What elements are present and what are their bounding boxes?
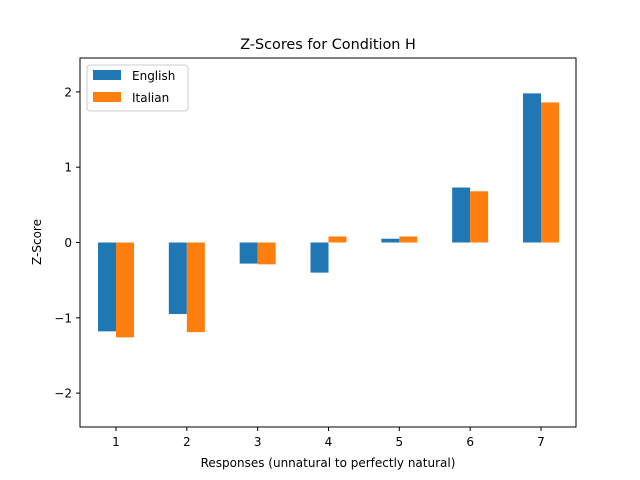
axes-layer: −2 −1 0 1 2 1 2 3 4 5 6 7 <box>54 57 577 449</box>
legend-label-italian: Italian <box>132 91 169 105</box>
bar-english-3 <box>239 242 258 264</box>
x-tick-label: 7 <box>537 435 545 449</box>
bar-italian-1 <box>116 242 134 338</box>
bar-english-2 <box>168 242 187 315</box>
legend-swatch-italian <box>93 92 121 102</box>
x-tick-label: 2 <box>183 435 191 449</box>
x-tick-label: 4 <box>325 435 333 449</box>
x-tick-label: 3 <box>254 435 262 449</box>
bars-layer <box>98 93 559 338</box>
bar-italian-2 <box>186 242 205 333</box>
y-tick-label: −2 <box>54 387 72 401</box>
bar-italian-5 <box>399 236 418 243</box>
x-tick-label: 6 <box>466 435 474 449</box>
legend-label-english: English <box>132 69 175 83</box>
bar-italian-3 <box>257 242 276 265</box>
bar-english-5 <box>381 238 400 243</box>
legend-swatch-english <box>93 70 121 80</box>
bar-italian-6 <box>470 191 489 243</box>
bar-italian-7 <box>541 102 559 243</box>
legend: English Italian <box>86 64 189 112</box>
y-tick-label: −1 <box>54 311 72 325</box>
bar-english-1 <box>98 242 116 332</box>
x-tick-label: 1 <box>112 435 120 449</box>
y-axis-label: Z-Score <box>30 219 44 265</box>
y-tick-label: 1 <box>64 161 72 175</box>
bar-english-4 <box>310 242 329 273</box>
bar-italian-4 <box>328 236 347 243</box>
x-axis-label: Responses (unnatural to perfectly natura… <box>201 456 456 470</box>
bar-english-7 <box>523 93 541 243</box>
y-tick-label: 2 <box>64 85 72 99</box>
y-tick-label: 0 <box>64 236 72 250</box>
bar-english-6 <box>452 187 471 243</box>
chart-title: Z-Scores for Condition H <box>240 37 416 53</box>
x-tick-label: 5 <box>396 435 404 449</box>
